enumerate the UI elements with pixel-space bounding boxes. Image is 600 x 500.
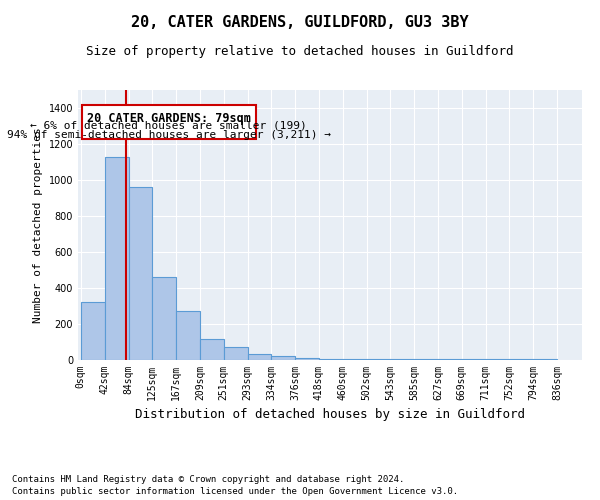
X-axis label: Distribution of detached houses by size in Guildford: Distribution of detached houses by size … bbox=[135, 408, 525, 422]
Bar bbox=[271, 356, 295, 360]
Text: 20, CATER GARDENS, GUILDFORD, GU3 3BY: 20, CATER GARDENS, GUILDFORD, GU3 3BY bbox=[131, 15, 469, 30]
Bar bbox=[533, 359, 557, 360]
Bar bbox=[200, 339, 224, 360]
Bar bbox=[152, 277, 176, 360]
Bar bbox=[486, 359, 509, 360]
Bar bbox=[367, 359, 390, 360]
Bar bbox=[129, 187, 152, 360]
Text: Contains HM Land Registry data © Crown copyright and database right 2024.: Contains HM Land Registry data © Crown c… bbox=[12, 475, 404, 484]
Bar bbox=[509, 359, 533, 360]
Bar bbox=[224, 348, 248, 360]
Bar bbox=[319, 358, 343, 360]
Bar bbox=[438, 359, 461, 360]
Bar bbox=[176, 312, 200, 360]
Bar bbox=[105, 156, 128, 360]
Bar bbox=[248, 354, 271, 360]
Bar bbox=[295, 358, 319, 360]
Bar bbox=[343, 358, 367, 360]
Text: 94% of semi-detached houses are larger (3,211) →: 94% of semi-detached houses are larger (… bbox=[7, 130, 331, 140]
Bar bbox=[82, 106, 256, 138]
Y-axis label: Number of detached properties: Number of detached properties bbox=[33, 127, 43, 323]
Bar bbox=[81, 302, 104, 360]
Bar bbox=[462, 359, 485, 360]
Text: Size of property relative to detached houses in Guildford: Size of property relative to detached ho… bbox=[86, 45, 514, 58]
Text: ← 6% of detached houses are smaller (199): ← 6% of detached houses are smaller (199… bbox=[31, 121, 307, 131]
Bar bbox=[414, 359, 438, 360]
Text: 20 CATER GARDENS: 79sqm: 20 CATER GARDENS: 79sqm bbox=[87, 112, 251, 124]
Bar bbox=[390, 359, 414, 360]
Text: Contains public sector information licensed under the Open Government Licence v3: Contains public sector information licen… bbox=[12, 488, 458, 496]
